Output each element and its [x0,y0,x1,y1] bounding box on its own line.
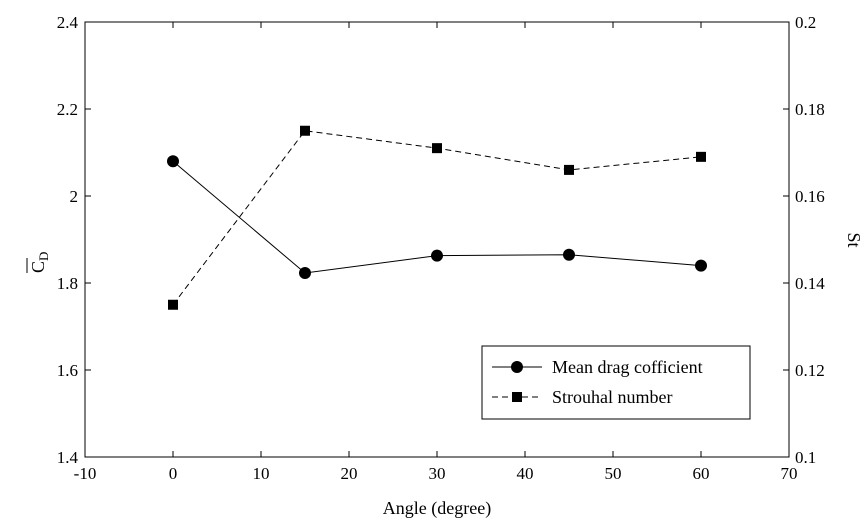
x-tick-label: 50 [605,464,622,483]
y-left-tick-label: 1.6 [57,361,78,380]
left-y-axis-title-subscript: D [36,252,51,261]
series-1-point [168,299,178,310]
legend-marker-circle [511,361,523,373]
y-right-tick-label: 0.14 [795,274,825,293]
x-tick-label: 40 [517,464,534,483]
legend-label-drag: Mean drag cofficient [552,357,703,377]
right-y-axis-title: St [844,232,861,247]
series-0-point [431,249,443,262]
series-0-point [299,266,311,279]
series-1-point [432,143,442,154]
x-axis: -10 0 10 20 30 40 50 60 70 [74,22,798,483]
x-tick-label: 70 [781,464,798,483]
x-tick-label: 10 [253,464,270,483]
legend-label-strouhal: Strouhal number [552,387,672,407]
y-right-tick-label: 0.16 [795,187,825,206]
x-tick-label: 0 [169,464,178,483]
x-tick-label: 20 [341,464,358,483]
legend-marker-square [512,392,522,402]
y-left-tick-label: 2.2 [57,100,78,119]
left-y-axis-title: CD [26,252,51,273]
legend-entry-drag: Mean drag cofficient [492,357,703,377]
y-left-tick-label: 1.8 [57,274,78,293]
left-y-axis: 1.4 1.6 1.8 2 2.2 2.4 [57,13,91,467]
series-layer [167,125,707,310]
legend-entry-strouhal: Strouhal number [492,387,672,407]
series-1-point [300,125,310,136]
legend: Mean drag cofficient Strouhal number [481,345,751,420]
y-right-tick-label: 0.1 [795,448,816,467]
y-right-tick-label: 0.18 [795,100,825,119]
y-left-tick-label: 1.4 [57,448,79,467]
y-right-tick-label: 0.12 [795,361,825,380]
series-0-point [563,248,575,261]
y-left-tick-label: 2.4 [57,13,79,32]
series-1-point [564,164,574,175]
left-y-axis-title-main: C [28,261,48,273]
series-0-point [695,259,707,272]
series-1-point [696,151,706,162]
x-tick-label: 60 [693,464,710,483]
x-tick-label: 30 [429,464,446,483]
x-tick-label: -10 [74,464,97,483]
y-right-tick-label: 0.2 [795,13,816,32]
legend-box [481,345,751,420]
x-axis-title: Angle (degree) [383,498,491,519]
series-0-point [167,155,179,168]
right-y-axis: 0.1 0.12 0.14 0.16 0.18 0.2 [783,13,825,467]
y-left-tick-label: 2 [70,187,79,206]
series-line-1 [172,130,702,306]
svg-text:CD: CD [28,252,51,273]
